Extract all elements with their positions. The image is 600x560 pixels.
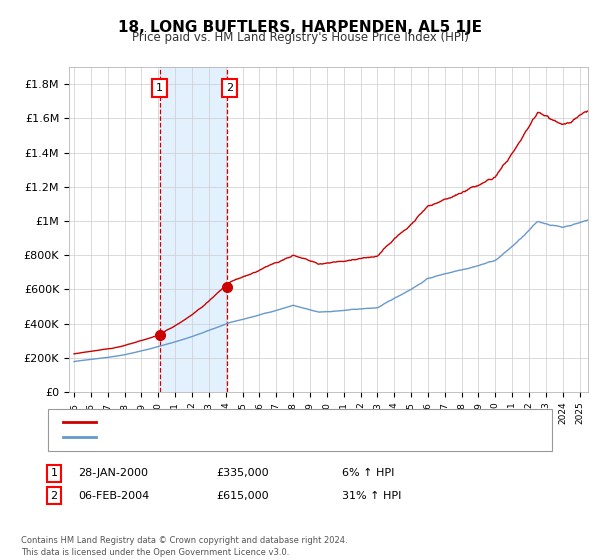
Text: 28-JAN-2000: 28-JAN-2000 — [78, 468, 148, 478]
Text: 31% ↑ HPI: 31% ↑ HPI — [342, 491, 401, 501]
Text: 1: 1 — [156, 83, 163, 93]
Text: 6% ↑ HPI: 6% ↑ HPI — [342, 468, 394, 478]
Text: £615,000: £615,000 — [216, 491, 269, 501]
Text: Price paid vs. HM Land Registry's House Price Index (HPI): Price paid vs. HM Land Registry's House … — [131, 31, 469, 44]
Text: £335,000: £335,000 — [216, 468, 269, 478]
Text: 2: 2 — [50, 491, 58, 501]
Text: 06-FEB-2004: 06-FEB-2004 — [78, 491, 149, 501]
Text: 18, LONG BUFTLERS, HARPENDEN, AL5 1JE (detached house): 18, LONG BUFTLERS, HARPENDEN, AL5 1JE (d… — [102, 417, 419, 427]
Bar — [160, 67, 227, 392]
Text: Contains HM Land Registry data © Crown copyright and database right 2024.
This d: Contains HM Land Registry data © Crown c… — [21, 536, 347, 557]
Text: 2: 2 — [226, 83, 233, 93]
Text: 18, LONG BUFTLERS, HARPENDEN, AL5 1JE: 18, LONG BUFTLERS, HARPENDEN, AL5 1JE — [118, 20, 482, 35]
Text: HPI: Average price, detached house, St Albans: HPI: Average price, detached house, St A… — [102, 432, 344, 442]
Text: 1: 1 — [50, 468, 58, 478]
